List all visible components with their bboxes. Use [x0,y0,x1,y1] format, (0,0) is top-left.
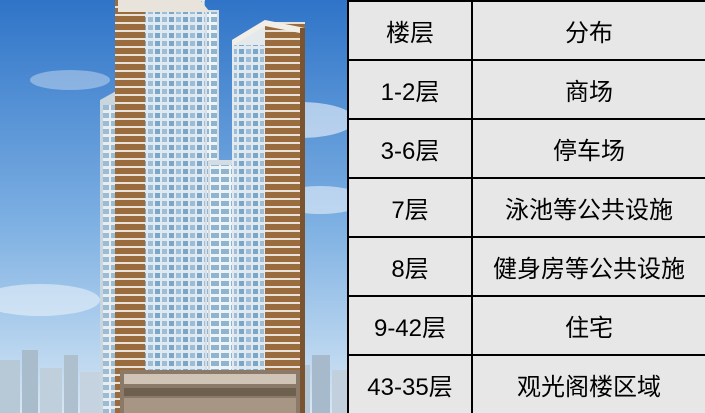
use-cell: 观光阁楼区域 [471,354,705,413]
use-cell: 住宅 [471,295,705,356]
floor-cell: 7层 [347,177,473,238]
header-floor: 楼层 [347,0,473,61]
floor-cell: 9-42层 [347,295,473,356]
use-cell: 停车场 [471,118,705,179]
floor-cell: 43-35层 [347,354,473,413]
floor-cell: 3-6层 [347,118,473,179]
floor-cell: 8层 [347,236,473,297]
use-cell: 泳池等公共设施 [471,177,705,238]
floor-distribution-table: 楼层 分布 1-2层 商场 3-6层 停车场 7层 泳池等公共设施 8层 健身房… [347,0,705,413]
table-row: 8层 健身房等公共设施 [347,236,705,297]
header-distribution: 分布 [471,0,705,61]
use-cell: 商场 [471,59,705,120]
table-row: 7层 泳池等公共设施 [347,177,705,238]
table-row: 9-42层 住宅 [347,295,705,356]
building-rendering-image [0,0,347,413]
table-header-row: 楼层 分布 [347,0,705,61]
floor-cell: 1-2层 [347,59,473,120]
table-row: 43-35层 观光阁楼区域 [347,354,705,413]
table-row: 3-6层 停车场 [347,118,705,179]
use-cell: 健身房等公共设施 [471,236,705,297]
table-row: 1-2层 商场 [347,59,705,120]
